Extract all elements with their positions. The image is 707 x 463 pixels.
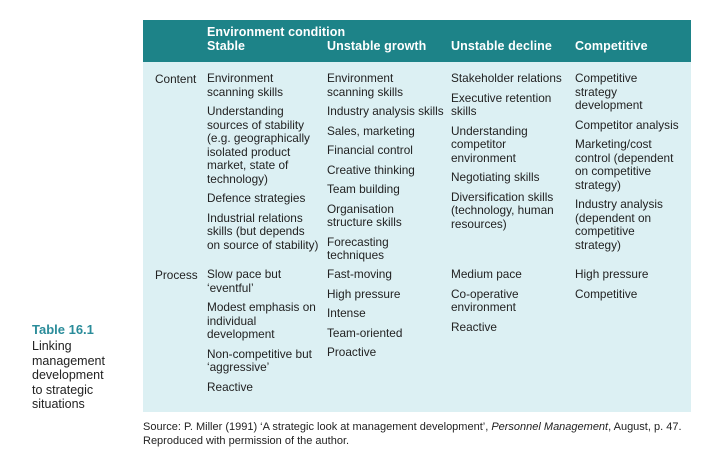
cell-item: Creative thinking	[327, 162, 415, 177]
cell-item: Defence strategies	[207, 191, 306, 205]
row-label-process: Process	[155, 268, 198, 282]
process-unstable-decline-cell: Medium pace Co-operative environment React…	[451, 267, 573, 340]
cell-item: Modest emphasis on individual developmen…	[207, 300, 316, 341]
process-unstable-growth-cell: Fast-moving High pressure Intense Team-orie…	[327, 267, 449, 366]
content-unstable-decline-cell: Stakeholder relations Executive retention…	[451, 71, 573, 237]
table-number: Table 16.1	[32, 322, 94, 337]
content-stable-cell: Environment scanning skills Understanding…	[207, 71, 325, 258]
cell-item: Sales, marketing	[327, 123, 415, 138]
column-header-unstable-growth: Unstable growth	[327, 39, 427, 53]
cell-item: Forecasting techniques	[327, 234, 389, 262]
cell-item: Environment scanning skills	[207, 71, 284, 99]
cell-item: Reactive	[207, 379, 253, 394]
cell-item: Diversification skills (technology, huma…	[451, 189, 554, 231]
cell-item: Industry analysis skills	[327, 104, 444, 118]
cell-item: Financial control	[327, 143, 413, 157]
table-caption: Table 16.1 Linking management developmen…	[32, 322, 142, 412]
cell-item: Team building	[327, 182, 400, 196]
cell-item: Intense	[327, 306, 366, 320]
cell-item: Co-operative environment	[451, 286, 519, 314]
cell-item: Understanding competitor environment	[451, 123, 528, 165]
content-competitive-cell: Competitive strategy development Competit…	[575, 71, 689, 258]
column-header-competitive: Competitive	[575, 39, 648, 53]
cell-item: Executive retention skills	[451, 90, 552, 118]
source-journal: Personnel Management	[491, 421, 609, 433]
cell-item: Fast-moving	[327, 267, 392, 281]
source-suffix: , August, p. 47.	[608, 421, 682, 433]
process-competitive-cell: High pressure Competitive	[575, 267, 689, 307]
cell-item: Negotiating skills	[451, 170, 540, 184]
source-line-2: Reproduced with permission of the author…	[143, 434, 350, 447]
cell-item: Non-competitive but ‘aggressive’	[207, 346, 312, 374]
table-caption-text: Linking management development to strate…	[32, 339, 105, 411]
cell-item: Competitive strategy development	[575, 71, 643, 112]
source-prefix: Source: P. Miller (1991) ‘A strategic lo…	[143, 421, 492, 433]
cell-item: Slow pace but ‘eventful’	[207, 267, 282, 295]
row-label-content: Content	[155, 72, 197, 86]
column-header-unstable-decline: Unstable decline	[451, 39, 552, 53]
cell-item: Industrial relations skills (but depends…	[207, 210, 319, 252]
cell-item: Understanding sources of stability (e.g.…	[207, 104, 310, 186]
cell-item: Reactive	[451, 319, 497, 334]
cell-item: Stakeholder relations	[451, 71, 562, 85]
environment-condition-heading: Environment condition	[207, 25, 346, 39]
process-stable-cell: Slow pace but ‘eventful’ Modest emphasis …	[207, 267, 325, 400]
table-header: Environment condition Stable Unstable gr…	[143, 20, 691, 62]
cell-item: Competitive	[575, 286, 638, 301]
strategy-table: Environment condition Stable Unstable gr…	[143, 20, 691, 412]
content-unstable-growth-cell: Environment scanning skills Industry anal…	[327, 71, 449, 269]
cell-item: High pressure	[327, 286, 401, 301]
source-note: Source: P. Miller (1991) ‘A strategic lo…	[143, 421, 703, 448]
column-header-stable: Stable	[207, 39, 246, 53]
cell-item: Organisation structure skills	[327, 201, 402, 229]
cell-item: Marketing/cost control (dependent on com…	[575, 137, 674, 192]
cell-item: Environment scanning skills	[327, 71, 404, 99]
cell-item: Industry analysis (dependent on competit…	[575, 197, 663, 252]
cell-item: Medium pace	[451, 267, 522, 281]
cell-item: Competitor analysis	[575, 117, 679, 132]
cell-item: Team-oriented	[327, 325, 403, 340]
source-line-1: Source: P. Miller (1991) ‘A strategic lo…	[143, 421, 703, 435]
cell-item: High pressure	[575, 267, 649, 281]
cell-item: Proactive	[327, 345, 377, 359]
